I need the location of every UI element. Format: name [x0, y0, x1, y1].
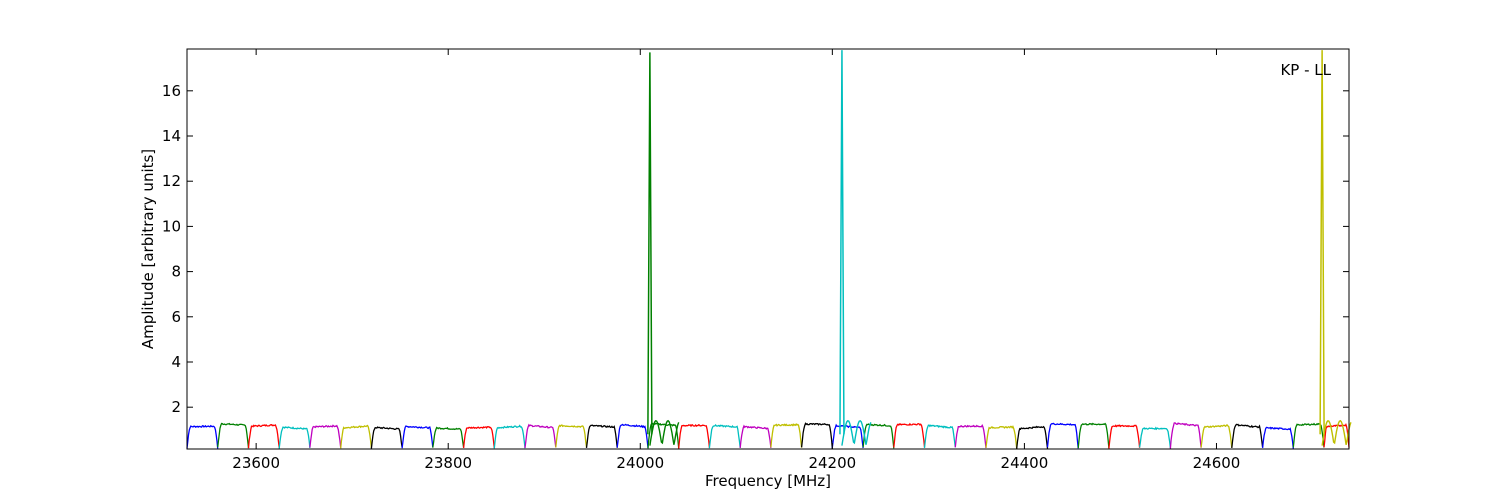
bandpass-curve	[954, 424, 987, 449]
x-tick-label: 23600	[232, 454, 280, 472]
bandpass-curve	[1108, 424, 1141, 449]
spike-line	[1319, 50, 1325, 435]
bandpass-curve	[1016, 425, 1049, 449]
y-axis-label: Amplitude [arbitrary units]	[139, 149, 157, 349]
bandpass-curve	[893, 422, 926, 448]
bandpass-curve	[800, 422, 833, 449]
x-tick-label: 24000	[616, 454, 664, 472]
spike-line	[647, 52, 653, 435]
bandpass-curve	[923, 424, 956, 448]
bandpass-curve	[1200, 424, 1233, 448]
bandpass-curve	[1077, 422, 1110, 449]
spike-ringing	[649, 419, 680, 446]
bandpass-curve	[831, 423, 864, 449]
bandpass-curve	[770, 423, 803, 448]
spike-ringing	[841, 419, 872, 446]
bandpass-curve	[309, 424, 342, 448]
plot-frame	[186, 48, 1350, 450]
x-axis-label: Frequency [MHz]	[705, 472, 831, 490]
x-axis: 23600 23800 24000 24200 24400 24600	[232, 49, 1240, 472]
bandpass-curve	[1292, 422, 1325, 448]
bandpass-curve	[1138, 426, 1172, 449]
bandpass-curve	[462, 425, 495, 449]
bandpass-curve	[647, 422, 680, 449]
bandpass-curve	[1231, 423, 1264, 448]
series-annotation: KP - LL	[1280, 61, 1331, 79]
bandpass-curve	[1046, 422, 1079, 449]
bandpass-curve	[217, 422, 250, 449]
y-tick-label: 14	[162, 127, 181, 145]
y-tick-label: 8	[171, 263, 181, 281]
x-tick-label: 24600	[1193, 454, 1241, 472]
bandpass-curve	[555, 424, 588, 448]
bandpass-curve	[186, 424, 219, 449]
bandpass-curve	[370, 426, 403, 449]
y-tick-label: 12	[162, 172, 181, 190]
bandpass-curve	[739, 424, 772, 448]
bandpass-curve	[340, 424, 373, 449]
bandpass-curve	[524, 423, 557, 448]
bandpass-curve	[1169, 422, 1202, 449]
bandpass-curve	[401, 425, 434, 449]
bandpass-curve	[585, 424, 618, 448]
spike-ringing	[1321, 419, 1352, 446]
bandpass-curve	[678, 424, 711, 449]
plot-area	[186, 50, 1352, 449]
y-tick-label: 16	[162, 82, 181, 100]
bandpass-curve	[432, 426, 465, 448]
bandpass-curve	[278, 426, 311, 449]
y-tick-label: 6	[171, 308, 181, 326]
bandpass-curve	[862, 423, 895, 449]
y-tick-label: 4	[171, 353, 181, 371]
bandpass-curve	[1323, 423, 1350, 448]
bandpass-curve	[493, 424, 526, 449]
bandpass-curve	[708, 424, 741, 449]
bandpass-curve	[1261, 426, 1294, 449]
y-axis: 2 4 6 8 10 12 14 16	[162, 82, 1349, 416]
x-tick-label: 24400	[1001, 454, 1049, 472]
y-tick-label: 10	[162, 217, 181, 235]
x-tick-label: 23800	[424, 454, 472, 472]
bandpass-curve	[985, 425, 1018, 449]
bandpass-curve	[247, 424, 280, 449]
y-tick-label: 2	[171, 398, 181, 416]
spike-line	[839, 50, 845, 435]
bandpass-curve	[616, 423, 649, 449]
x-tick-label: 24200	[808, 454, 856, 472]
